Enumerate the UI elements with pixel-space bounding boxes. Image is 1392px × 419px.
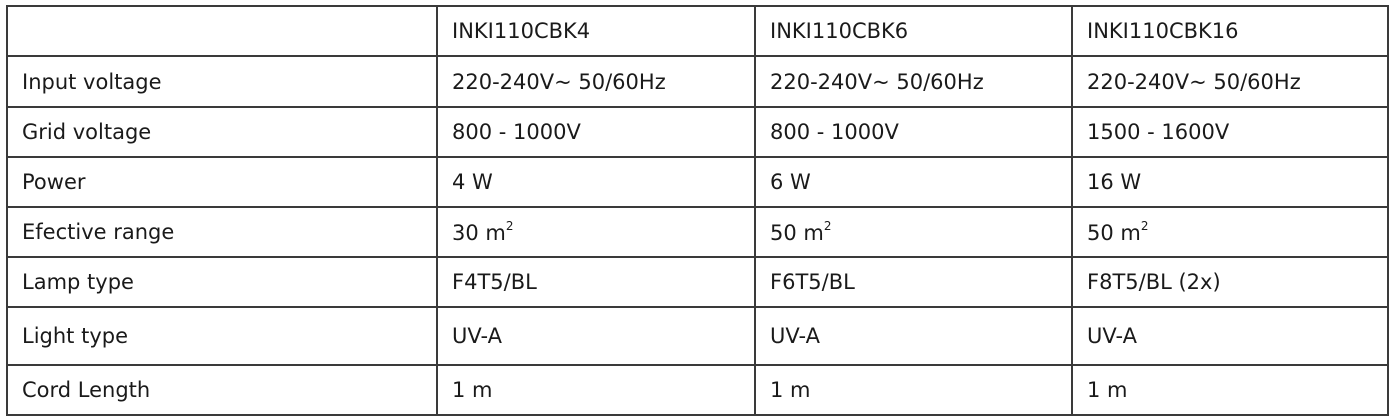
value-cell-text: UV-A xyxy=(452,324,502,348)
row-label-text: Grid voltage xyxy=(22,120,152,144)
value-cell-text: F6T5/BL xyxy=(770,270,855,294)
value-cell: 4 W xyxy=(436,156,756,208)
value-cell-text: UV-A xyxy=(770,324,820,348)
value-cell-text: 1 m xyxy=(452,378,493,402)
superscript: 2 xyxy=(505,219,514,233)
row-label: Grid voltage xyxy=(6,106,438,158)
row-label-text: Power xyxy=(22,170,86,194)
table-row: Lamp type F4T5/BL F6T5/BL F8T5/BL (2x) xyxy=(6,256,1389,308)
row-label: Light type xyxy=(6,306,438,366)
value-cell-text: 50 m xyxy=(1087,221,1141,245)
superscript: 2 xyxy=(1140,219,1149,233)
spec-table: INKI110CBK4 INKI110CBK6 INKI110CBK16 Input … xyxy=(6,5,1389,416)
value-cell-text: 4 W xyxy=(452,170,493,194)
model-header-text: INKI110CBK16 xyxy=(1087,19,1239,43)
superscript: 2 xyxy=(823,219,832,233)
table-row: Cord Length 1 m 1 m 1 m xyxy=(6,364,1389,416)
model-header-text: INKI110CBK4 xyxy=(452,19,591,43)
value-cell-text: 220-240V~ 50/60Hz xyxy=(452,69,666,94)
value-cell: 50 m2 xyxy=(1071,206,1389,258)
value-cell: 6 W xyxy=(754,156,1073,208)
model-header: INKI110CBK6 xyxy=(754,5,1073,57)
row-label: Efective range xyxy=(6,206,438,258)
value-cell: UV-A xyxy=(1071,306,1389,366)
value-cell-text: F8T5/BL (2x) xyxy=(1087,270,1221,294)
row-label-text: Light type xyxy=(22,324,128,348)
corner-cell xyxy=(6,5,438,57)
row-label-text: Efective range xyxy=(22,220,175,244)
value-cell-text: F4T5/BL xyxy=(452,270,537,294)
value-cell-text: 800 - 1000V xyxy=(770,120,899,144)
header-row: INKI110CBK4 INKI110CBK6 INKI110CBK16 xyxy=(6,5,1389,57)
value-cell: 1500 - 1600V xyxy=(1071,106,1389,158)
value-cell-text: 1 m xyxy=(1087,378,1128,402)
value-cell: UV-A xyxy=(436,306,756,366)
value-cell-text: 50 m xyxy=(770,221,824,245)
value-cell: F6T5/BL xyxy=(754,256,1073,308)
row-label-text: Input voltage xyxy=(22,69,162,94)
table-row: Efective range 30 m2 50 m2 50 m2 xyxy=(6,206,1389,258)
value-cell-text: 16 W xyxy=(1087,170,1142,194)
value-cell: 220-240V~ 50/60Hz xyxy=(1071,55,1389,108)
value-cell: 1 m xyxy=(1071,364,1389,416)
row-label: Input voltage xyxy=(6,55,438,108)
model-header: INKI110CBK16 xyxy=(1071,5,1389,57)
table-row: Grid voltage 800 - 1000V 800 - 1000V 1500 -… xyxy=(6,106,1389,158)
row-label: Power xyxy=(6,156,438,208)
value-cell: 1 m xyxy=(436,364,756,416)
value-cell: 800 - 1000V xyxy=(754,106,1073,158)
value-cell-text: UV-A xyxy=(1087,324,1137,348)
row-label: Lamp type xyxy=(6,256,438,308)
value-cell: F4T5/BL xyxy=(436,256,756,308)
row-label-text: Cord Length xyxy=(22,378,151,402)
model-header: INKI110CBK4 xyxy=(436,5,756,57)
row-label: Cord Length xyxy=(6,364,438,416)
value-cell-text: 6 W xyxy=(770,170,811,194)
value-cell: 220-240V~ 50/60Hz xyxy=(754,55,1073,108)
table-row: Light type UV-A UV-A UV-A xyxy=(6,306,1389,366)
value-cell: 220-240V~ 50/60Hz xyxy=(436,55,756,108)
value-cell-text: 800 - 1000V xyxy=(452,120,581,144)
value-cell: UV-A xyxy=(754,306,1073,366)
value-cell: 1 m xyxy=(754,364,1073,416)
table-row: Input voltage 220-240V~ 50/60Hz 220-240V~ … xyxy=(6,55,1389,108)
value-cell: F8T5/BL (2x) xyxy=(1071,256,1389,308)
value-cell-text: 30 m xyxy=(452,221,506,245)
value-cell-text: 1500 - 1600V xyxy=(1087,120,1230,144)
table-row: Power 4 W 6 W 16 W xyxy=(6,156,1389,208)
row-label-text: Lamp type xyxy=(22,270,134,294)
value-cell-text: 220-240V~ 50/60Hz xyxy=(770,69,984,94)
value-cell: 30 m2 xyxy=(436,206,756,258)
model-header-text: INKI110CBK6 xyxy=(770,19,909,43)
value-cell: 16 W xyxy=(1071,156,1389,208)
value-cell: 800 - 1000V xyxy=(436,106,756,158)
value-cell: 50 m2 xyxy=(754,206,1073,258)
value-cell-text: 220-240V~ 50/60Hz xyxy=(1087,69,1301,94)
value-cell-text: 1 m xyxy=(770,378,811,402)
